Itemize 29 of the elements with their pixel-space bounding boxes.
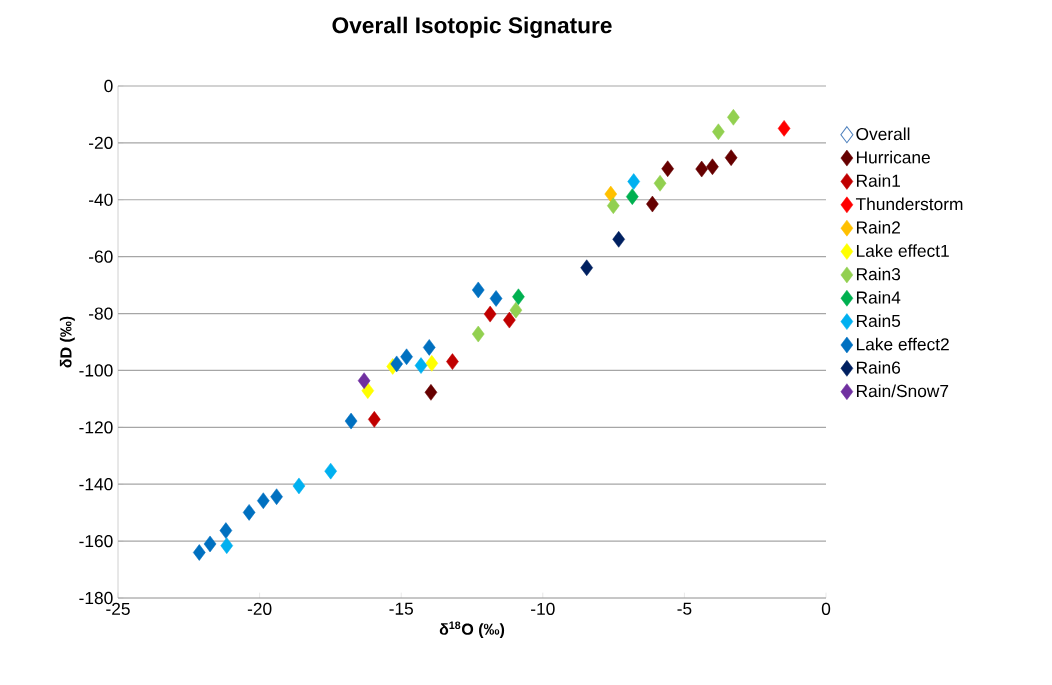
y-tick-label: -140 (79, 478, 113, 491)
x-tick-label: -5 (677, 602, 692, 615)
y-tick-label: -120 (79, 421, 113, 434)
legend-label: Overall (856, 127, 910, 141)
y-tick-label: 0 (104, 79, 113, 93)
legend-label: Rain6 (856, 361, 901, 374)
y-tick-label: -40 (89, 193, 113, 206)
legend-label: Rain/Snow7 (856, 384, 949, 398)
x-tick-label: -15 (389, 602, 413, 615)
legend-label: Thunderstorm (855, 197, 963, 211)
legend-label: Rain4 (856, 290, 901, 304)
legend-label: Lake effect1 (856, 244, 949, 257)
x-tick-label: -10 (531, 602, 555, 615)
legend-label: Lake effect2 (856, 337, 949, 351)
legend-label: Rain2 (856, 220, 900, 234)
y-tick-label: -100 (79, 364, 113, 377)
x-axis-title: δ$^{18}$O (‰) (439, 621, 505, 639)
y-tick-label: -80 (89, 307, 113, 320)
legend-label: Rain3 (856, 267, 901, 281)
y-tick-label: -20 (89, 136, 113, 150)
x-tick-label: 0 (821, 602, 831, 615)
chart-title: Overall Isotopic Signature (332, 16, 612, 38)
legend-label: Rain1 (856, 174, 900, 187)
y-tick-label: -60 (89, 250, 113, 263)
y-axis-title: δD (‰) (59, 316, 75, 368)
legend-label: Hurricane (856, 150, 930, 164)
y-tick-label: -160 (79, 534, 113, 548)
legend-label: Rain5 (856, 314, 901, 328)
x-tick-label: -20 (247, 602, 272, 615)
